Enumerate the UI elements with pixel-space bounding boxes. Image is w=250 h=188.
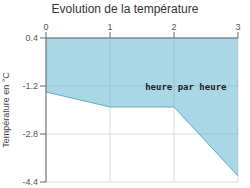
svg-text:Température en °C: Température en °C <box>8 72 11 148</box>
svg-text:-2.8: -2.8 <box>22 129 38 139</box>
svg-text:2: 2 <box>171 22 176 32</box>
svg-text:-4.4: -4.4 <box>22 177 38 187</box>
html-text:Evolution de la température: Evolution de la température <box>51 2 199 16</box>
svg-text:1: 1 <box>107 22 112 32</box>
svg-text:0: 0 <box>43 22 48 32</box>
svg-text:-1.2: -1.2 <box>22 81 38 91</box>
svg-text:heure par heure: heure par heure <box>145 82 227 92</box>
svg-text:0.4: 0.4 <box>25 33 38 43</box>
svg-text:3: 3 <box>235 22 240 32</box>
